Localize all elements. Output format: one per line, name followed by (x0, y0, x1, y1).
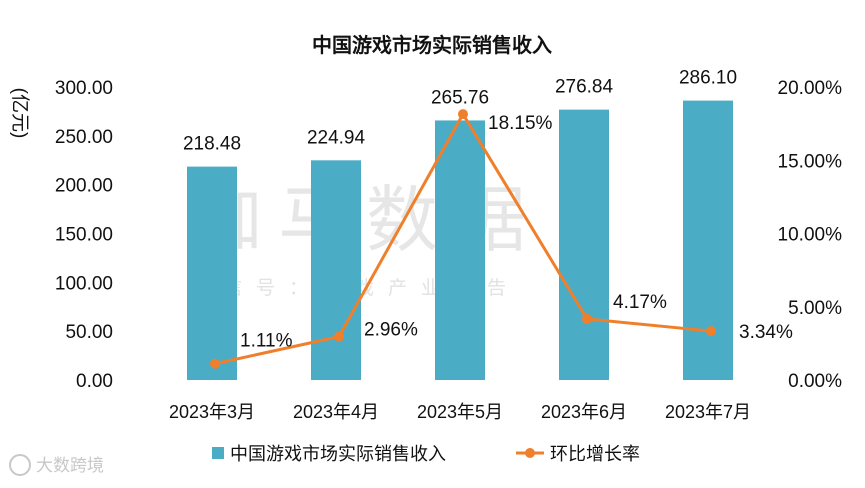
y2-tick-label: 5.00% (788, 298, 842, 319)
y-tick-label: 250.00 (55, 127, 113, 148)
bar-value-label: 218.48 (183, 134, 241, 155)
y2-tick-label: 20.00% (778, 78, 843, 99)
bar (559, 109, 609, 380)
legend-label-bars: 中国游戏市场实际销售收入 (230, 444, 446, 464)
y-tick-label: 150.00 (55, 225, 113, 246)
y-tick-label: 100.00 (55, 273, 113, 294)
x-tick-label: 2023年3月 (169, 402, 255, 422)
line-value-label: 18.15% (488, 113, 553, 134)
y2-tick-label: 0.00% (788, 371, 842, 392)
x-tick-label: 2023年6月 (541, 402, 627, 422)
line-marker (458, 109, 468, 120)
corner-logo-text: 大数跨境 (36, 456, 104, 475)
line-series: 1.11% 2.96% 18.15% 4.17% 3.34% (210, 109, 793, 369)
y-axis-label: (亿元) (9, 88, 31, 139)
chart-title: 中国游戏市场实际销售收入 (312, 33, 552, 57)
x-axis: 2023年3月 2023年4月 2023年5月 2023年6月 2023年7月 (169, 402, 751, 422)
legend-swatch-marker (525, 448, 535, 458)
bar (683, 100, 733, 380)
bar (311, 160, 361, 380)
bar-value-label: 286.10 (679, 68, 737, 89)
legend-swatch-bars (212, 447, 224, 459)
y-axis-left: 0.00 50.00 100.00 150.00 200.00 250.00 300.00 (55, 78, 113, 392)
line-marker (210, 358, 220, 369)
x-tick-label: 2023年5月 (417, 402, 503, 422)
line-value-label: 2.96% (364, 320, 418, 341)
y-tick-label: 50.00 (65, 322, 113, 343)
bar-value-label: 265.76 (431, 87, 489, 108)
y-tick-label: 200.00 (55, 176, 113, 197)
x-tick-label: 2023年4月 (293, 402, 379, 422)
bar (435, 120, 485, 380)
y-tick-label: 300.00 (55, 78, 113, 99)
corner-logo: 大数跨境 (9, 454, 104, 476)
x-tick-label: 2023年7月 (665, 402, 751, 422)
bar-series: 218.48 224.94 265.76 276.84 286.10 (183, 68, 737, 380)
legend-label-line: 环比增长率 (550, 444, 640, 464)
line-value-label: 4.17% (613, 292, 667, 313)
corner-logo-icon (9, 454, 31, 476)
watermark-main: 伽马数据 (190, 181, 542, 261)
bar-value-label: 224.94 (307, 127, 366, 148)
line-value-label: 3.34% (739, 322, 793, 343)
line-marker (334, 331, 344, 342)
bar (187, 166, 237, 380)
bar-value-label: 276.84 (555, 77, 614, 98)
line-marker (706, 326, 716, 337)
y2-tick-label: 10.00% (778, 225, 843, 246)
y-axis-right: 0.00% 5.00% 10.00% 15.00% 20.00% (778, 78, 843, 392)
legend: 中国游戏市场实际销售收入 环比增长率 (212, 444, 640, 464)
y-tick-label: 0.00 (76, 371, 113, 392)
line-marker (582, 313, 592, 324)
y2-tick-label: 15.00% (778, 151, 843, 172)
line-value-label: 1.11% (240, 331, 293, 352)
